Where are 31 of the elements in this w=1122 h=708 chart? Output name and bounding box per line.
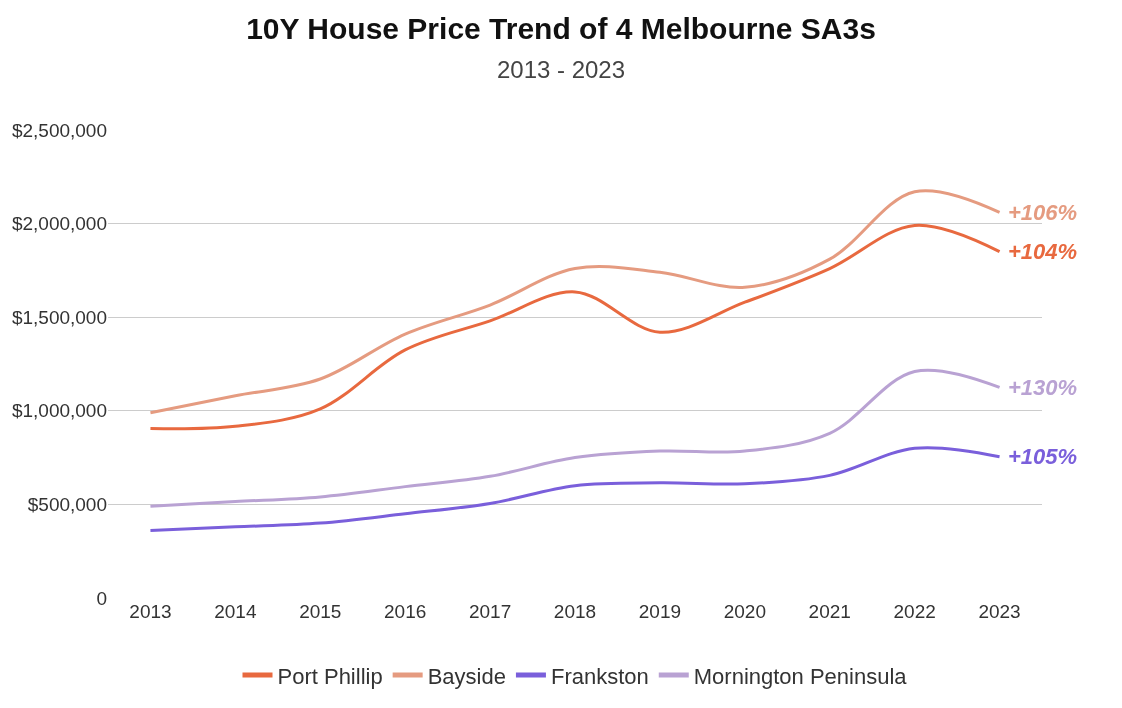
y-tick-label: $1,000,000	[11, 400, 107, 422]
x-tick-label: 2020	[723, 601, 766, 622]
x-tick-label: 2019	[638, 601, 682, 622]
chart-title: 10Y House Price Trend of 4 Melbourne SA3s	[246, 11, 876, 45]
annotation: +106%	[1008, 200, 1078, 225]
annotation: +104%	[1008, 239, 1078, 264]
x-tick-label: 2018	[553, 601, 597, 622]
x-tick-label: 2021	[808, 601, 851, 622]
x-tick-label: 2015	[299, 601, 342, 622]
line-series	[148, 368, 1002, 508]
legend-label: Bayside	[427, 663, 506, 689]
legend-label: Frankston	[550, 663, 649, 689]
y-tick-label: $2,000,000	[11, 213, 107, 235]
line-series	[148, 223, 1002, 431]
y-tick-label: $1,500,000	[11, 306, 107, 328]
annotation: +105%	[1008, 444, 1078, 469]
y-tick-label: $500,000	[27, 494, 107, 516]
x-tick-label: 2016	[384, 601, 427, 622]
x-tick-label: 2014	[214, 601, 257, 622]
x-tick-label: 2017	[468, 601, 512, 622]
y-tick-label: 0	[96, 587, 107, 609]
line-series	[148, 446, 1002, 533]
legend-label: Port Phillip	[277, 663, 383, 689]
chart-subtitle: 2013 - 2023	[496, 55, 626, 83]
x-tick-label: 2023	[978, 601, 1021, 622]
annotation: +130%	[1008, 375, 1078, 400]
line-series	[148, 189, 1002, 415]
x-tick-label: 2022	[893, 601, 936, 622]
legend-label: Mornington Peninsula	[693, 663, 908, 689]
x-tick-label: 2013	[129, 601, 172, 622]
y-tick-label: $2,500,000	[11, 119, 107, 141]
